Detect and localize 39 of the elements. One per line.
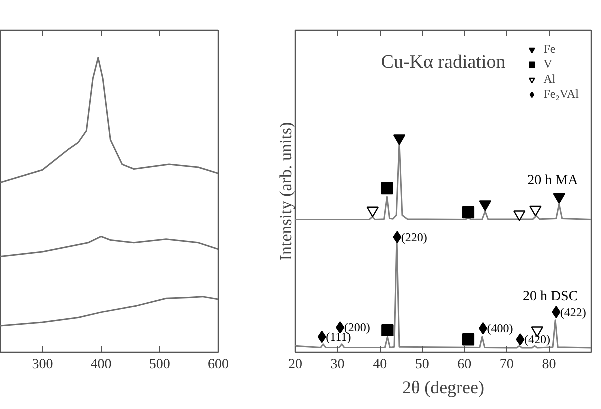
point — [479, 200, 492, 212]
point — [530, 206, 542, 217]
x-axis-title: 2θ (degree) — [402, 378, 485, 398]
annotation: (422) — [560, 305, 586, 320]
point — [552, 306, 561, 318]
point — [516, 334, 525, 346]
x-tick-label: 50 — [415, 358, 430, 372]
chart-title: Cu-Kα radiation — [381, 52, 506, 74]
legend-label: Al — [544, 72, 557, 87]
x-tick-label: 300 — [32, 358, 54, 372]
annotation: (400) — [487, 322, 514, 336]
legend-label: Fe — [544, 42, 557, 57]
x-tick-label: 600 — [208, 358, 229, 372]
y-axis-title: Intensity (arb. units) — [276, 122, 296, 261]
x-tick-label: 400 — [90, 358, 112, 372]
x-tick-label: 30 — [330, 358, 345, 372]
point — [382, 324, 394, 337]
annotation: 20 h MA — [528, 173, 580, 188]
point — [393, 134, 406, 146]
x-tick-label: 20 — [288, 358, 302, 372]
legend-label: Fe₂VAl — [544, 87, 579, 102]
point — [462, 334, 475, 346]
x-tick-label: 80 — [542, 358, 556, 372]
x-tick-label: 500 — [149, 358, 170, 372]
x-tick-label: 70 — [500, 358, 514, 372]
point — [514, 210, 526, 222]
point — [462, 206, 475, 219]
x-tick-label: 60 — [458, 358, 472, 372]
point — [366, 206, 379, 218]
annotation: 20 h DSC — [522, 289, 578, 304]
x-tick-label: 40 — [373, 358, 388, 372]
annotation: (220) — [401, 230, 428, 244]
legend-label: V — [544, 57, 554, 72]
point — [381, 182, 394, 195]
annotation: (200) — [344, 320, 370, 335]
point — [393, 231, 402, 244]
point — [553, 193, 566, 204]
annotation: (420) — [524, 332, 550, 347]
point — [478, 322, 488, 335]
